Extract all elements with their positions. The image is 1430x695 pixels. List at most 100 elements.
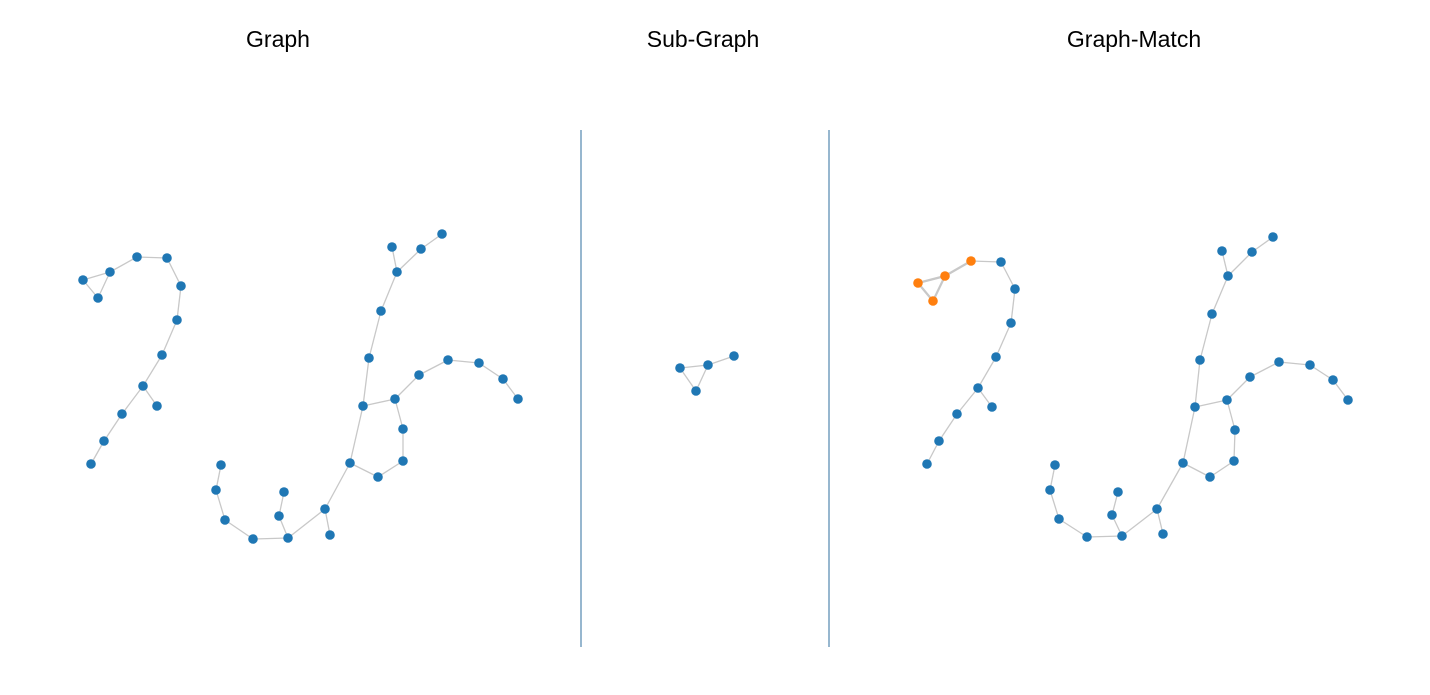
match-node bbox=[973, 383, 983, 393]
match-node bbox=[1117, 531, 1127, 541]
graph-node bbox=[162, 253, 172, 263]
graph-edge bbox=[136, 256, 168, 259]
match-node bbox=[1222, 395, 1232, 405]
graph-edge bbox=[324, 462, 351, 510]
graph-edge bbox=[362, 357, 370, 407]
match-node bbox=[1006, 318, 1016, 328]
graph-edge bbox=[394, 398, 404, 430]
match-edge bbox=[1156, 462, 1184, 510]
graph-node bbox=[358, 401, 368, 411]
match-node bbox=[1107, 510, 1117, 520]
match-edge bbox=[1086, 535, 1123, 538]
graph-edge bbox=[215, 489, 226, 521]
graph-edge bbox=[161, 319, 178, 356]
graph-node bbox=[220, 515, 230, 525]
match-edge bbox=[1211, 275, 1229, 315]
graph-node bbox=[132, 252, 142, 262]
graph-node bbox=[176, 281, 186, 291]
match-node bbox=[1158, 529, 1168, 539]
graph-edge bbox=[418, 359, 449, 376]
graph-edge bbox=[224, 519, 254, 540]
match-highlight-node bbox=[928, 296, 938, 306]
edges-layer bbox=[82, 233, 1349, 540]
graph-edge bbox=[142, 354, 163, 387]
match-node bbox=[1328, 375, 1338, 385]
match-edge bbox=[1194, 359, 1201, 408]
graph-node bbox=[373, 472, 383, 482]
graph-edge bbox=[349, 462, 379, 478]
graph-node bbox=[172, 315, 182, 325]
match-node bbox=[987, 402, 997, 412]
match-edge bbox=[1227, 251, 1253, 277]
graph-node bbox=[416, 244, 426, 254]
graph-edge bbox=[109, 256, 138, 273]
graph-node bbox=[376, 306, 386, 316]
match-node bbox=[1305, 360, 1315, 370]
match-node bbox=[1195, 355, 1205, 365]
match-node bbox=[1205, 472, 1215, 482]
graph-node bbox=[387, 242, 397, 252]
match-edge bbox=[956, 387, 979, 415]
match-highlight-edge bbox=[944, 260, 972, 277]
graph-edge bbox=[362, 398, 396, 407]
match-highlight-node bbox=[913, 278, 923, 288]
match-node bbox=[1247, 247, 1257, 257]
match-node bbox=[1245, 372, 1255, 382]
graph-node bbox=[474, 358, 484, 368]
match-edge bbox=[1121, 508, 1158, 537]
graph-node bbox=[105, 267, 115, 277]
graph-node bbox=[93, 293, 103, 303]
graph-node bbox=[86, 459, 96, 469]
graph-edge bbox=[176, 285, 182, 321]
subgraph-node bbox=[703, 360, 713, 370]
graph-node bbox=[211, 485, 221, 495]
graph-node bbox=[117, 409, 127, 419]
match-node bbox=[934, 436, 944, 446]
match-edge bbox=[977, 356, 997, 389]
graph-node bbox=[320, 504, 330, 514]
match-edge bbox=[938, 413, 958, 442]
graph-node bbox=[274, 511, 284, 521]
match-node bbox=[1054, 514, 1064, 524]
graph-edge bbox=[368, 310, 382, 359]
graph-edge bbox=[166, 257, 182, 287]
match-edge bbox=[1226, 376, 1251, 401]
graph-edge bbox=[121, 385, 144, 415]
match-edge bbox=[1199, 313, 1213, 361]
match-edge bbox=[970, 260, 1002, 263]
graph-node bbox=[99, 436, 109, 446]
graph-edge bbox=[377, 460, 404, 478]
match-node bbox=[922, 459, 932, 469]
match-node bbox=[952, 409, 962, 419]
graph-node bbox=[152, 401, 162, 411]
match-edge bbox=[995, 322, 1012, 358]
graph-edge bbox=[447, 359, 480, 364]
match-highlight-node bbox=[966, 256, 976, 266]
graph-edge bbox=[394, 374, 420, 400]
subgraph-node bbox=[729, 351, 739, 361]
match-node bbox=[1268, 232, 1278, 242]
match-node bbox=[1190, 402, 1200, 412]
match-node bbox=[1230, 425, 1240, 435]
graph-node bbox=[345, 458, 355, 468]
graph-edge bbox=[349, 405, 364, 464]
match-node bbox=[1217, 246, 1227, 256]
match-edge bbox=[1233, 429, 1236, 462]
graph-node bbox=[216, 460, 226, 470]
match-edge bbox=[1226, 399, 1236, 431]
graph-node bbox=[414, 370, 424, 380]
match-edge bbox=[1000, 261, 1016, 290]
match-node bbox=[991, 352, 1001, 362]
nodes-layer bbox=[78, 229, 1353, 544]
graph-panel-title: Graph bbox=[246, 26, 310, 52]
match-node bbox=[1343, 395, 1353, 405]
graph-node bbox=[279, 487, 289, 497]
match-edge bbox=[1182, 406, 1196, 464]
graph-node bbox=[398, 456, 408, 466]
graph-edge bbox=[252, 537, 289, 540]
match-node bbox=[1050, 460, 1060, 470]
graph-node bbox=[437, 229, 447, 239]
graph-edge bbox=[396, 248, 422, 273]
match-edge bbox=[1249, 361, 1280, 378]
